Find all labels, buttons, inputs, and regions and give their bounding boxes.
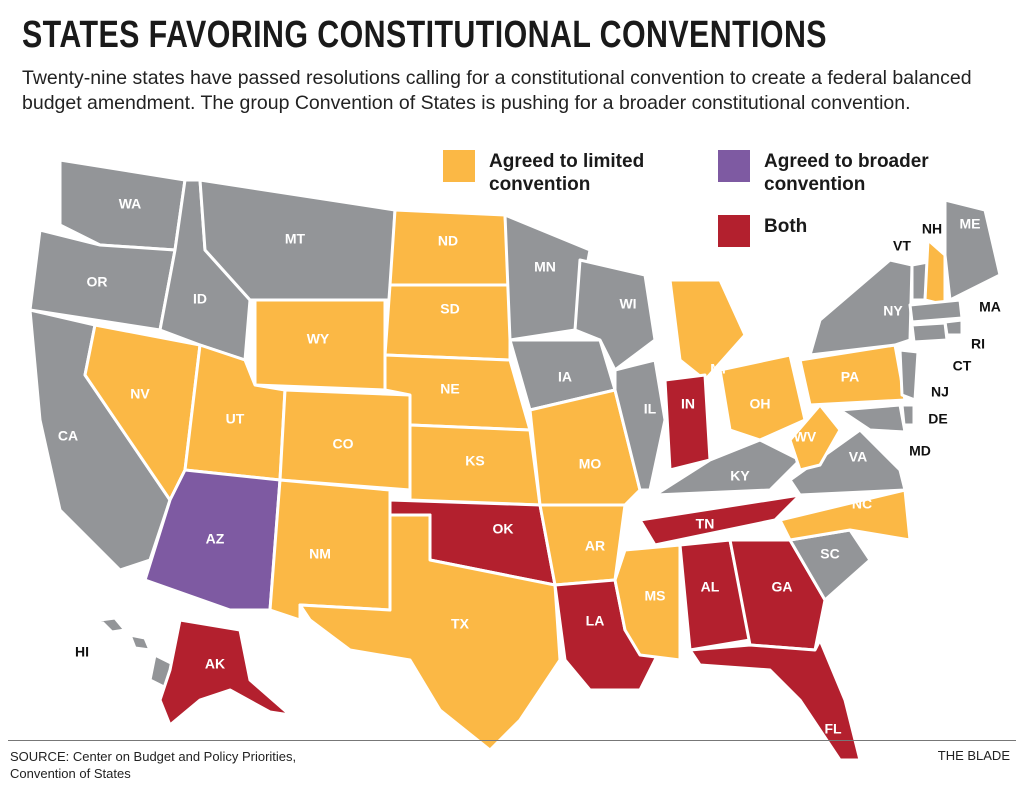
- state-label: UT: [226, 411, 245, 427]
- state: [638, 493, 802, 547]
- state-label: PA: [841, 369, 859, 385]
- state-label: NY: [883, 303, 903, 319]
- state-label: AL: [701, 579, 720, 595]
- source: SOURCE: Center on Budget and Policy Prio…: [10, 749, 297, 781]
- state: [538, 503, 627, 587]
- legend-item: Agreed to limited convention: [443, 150, 669, 196]
- state: [383, 283, 512, 362]
- state-label: FL: [824, 721, 842, 737]
- state-label: IL: [644, 401, 657, 417]
- state: [788, 428, 907, 497]
- legend-item: Agreed to broader convention: [718, 150, 944, 196]
- legend-label: Both: [764, 216, 808, 237]
- legend-swatch: [718, 150, 750, 182]
- state-label: NJ: [931, 384, 949, 400]
- state-label: DE: [928, 411, 947, 427]
- state: [98, 616, 177, 692]
- state-label: SD: [440, 301, 459, 317]
- state-label: AR: [585, 538, 605, 554]
- state: [298, 513, 562, 752]
- state-label: MD: [909, 443, 931, 459]
- title: STATES FAVORING CONSTITUTIONAL CONVENTIO…: [22, 14, 827, 56]
- state-label: VA: [849, 449, 867, 465]
- state-label: MA: [979, 299, 1001, 315]
- state: [613, 358, 667, 492]
- state: [528, 388, 642, 507]
- state-label: WA: [119, 196, 142, 212]
- legend-label: Agreed to limited convention: [489, 151, 645, 195]
- state-label: MO: [579, 456, 602, 472]
- state-label: SC: [820, 546, 839, 562]
- state-label: IA: [558, 369, 572, 385]
- state: [908, 298, 964, 324]
- state-label: TX: [451, 616, 470, 632]
- state: [653, 438, 802, 497]
- state-label: NE: [440, 381, 459, 397]
- legend-swatch: [443, 150, 475, 182]
- state-label: MT: [285, 231, 306, 247]
- state-label: WI: [619, 296, 636, 312]
- state-label: VT: [893, 238, 911, 254]
- state-label: LA: [586, 613, 605, 629]
- credit: THE BLADE: [937, 748, 1010, 763]
- state: [663, 373, 712, 472]
- state-label: OH: [750, 396, 771, 412]
- state: [668, 278, 747, 382]
- state: [778, 488, 912, 542]
- state-label: TN: [696, 516, 715, 532]
- state-label: AZ: [206, 531, 225, 547]
- state-label: OK: [493, 521, 514, 537]
- state-label: AK: [205, 656, 225, 672]
- footer-rule: [8, 740, 1016, 741]
- state: [718, 353, 807, 442]
- state: [923, 238, 947, 307]
- state-label: KS: [465, 453, 484, 469]
- state-label: WV: [794, 429, 817, 445]
- state-label: IN: [681, 396, 695, 412]
- legend-item: Both: [718, 215, 944, 247]
- state: [788, 403, 842, 472]
- state-label: NH: [922, 221, 942, 237]
- state-label: NV: [130, 386, 150, 402]
- state-label: NM: [309, 546, 331, 562]
- state: [838, 403, 907, 434]
- state-label: KY: [730, 468, 750, 484]
- state-label: CT: [953, 358, 972, 374]
- legend-label: Agreed to broader convention: [764, 151, 929, 195]
- state-label: MS: [645, 588, 666, 604]
- state: [728, 538, 827, 652]
- state: [898, 348, 920, 402]
- state-label: NC: [852, 496, 872, 512]
- state-label: OR: [87, 274, 108, 290]
- state: [688, 638, 862, 762]
- state-label: CA: [58, 428, 78, 444]
- state-label: MN: [534, 259, 556, 275]
- state-label: ND: [438, 233, 458, 249]
- state-label: WY: [307, 331, 330, 347]
- state: [808, 258, 914, 357]
- state-label: ID: [193, 291, 207, 307]
- legend-swatch: [718, 215, 750, 247]
- state-label: RI: [971, 336, 985, 352]
- state-label: HI: [75, 644, 89, 660]
- subtitle: Twenty-nine states have passed resolutio…: [22, 67, 972, 114]
- state: [943, 198, 1002, 302]
- state-label: MI: [710, 361, 726, 377]
- state: [158, 618, 292, 727]
- state: [910, 321, 949, 344]
- state-label: ME: [960, 216, 981, 232]
- state-label: CO: [333, 436, 354, 452]
- state-label: GA: [772, 579, 793, 595]
